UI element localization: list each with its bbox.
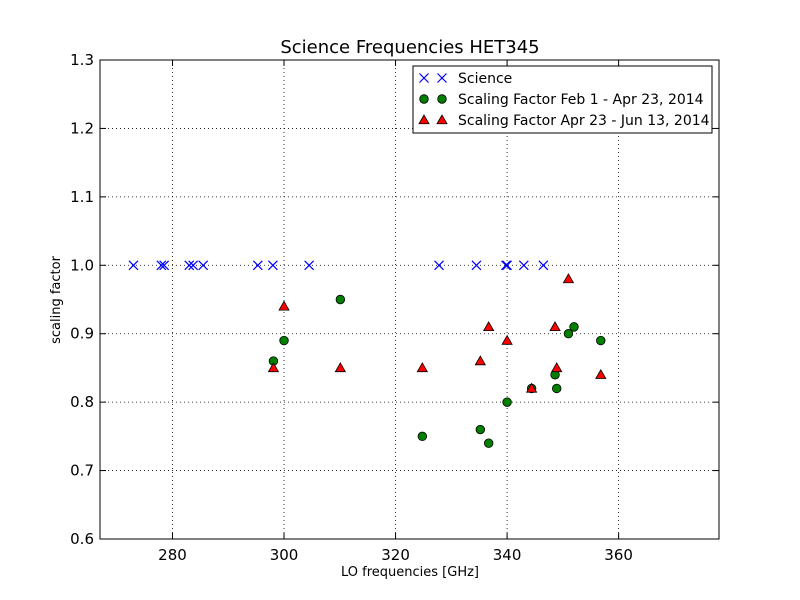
science-point <box>184 260 195 271</box>
apr-jun-point <box>549 321 561 332</box>
feb-apr-point <box>569 322 579 332</box>
legend-entry: Scaling Factor Apr 23 - Jun 13, 2014 <box>418 113 710 129</box>
science-point <box>267 260 278 271</box>
apr-jun-point <box>501 334 513 345</box>
apr-jun-point <box>474 355 487 366</box>
legend-marker <box>436 114 448 125</box>
science-point <box>501 260 511 271</box>
science-point <box>471 260 482 271</box>
science-point <box>252 260 263 271</box>
legend-entry: Scaling Factor Feb 1 - Apr 23, 2014 <box>419 92 704 108</box>
y-tick-label: 0.7 <box>70 462 94 480</box>
apr-jun-point <box>267 362 280 373</box>
science-point <box>128 260 139 271</box>
x-tick-label: 340 <box>493 546 522 564</box>
y-tick-label: 1.2 <box>70 119 94 137</box>
apr-jun-point <box>525 382 538 393</box>
y-tick-label: 0.8 <box>70 393 94 411</box>
data-layer <box>128 260 607 448</box>
legend-entry: Science <box>419 71 512 87</box>
science-point <box>156 260 167 271</box>
feb-apr-point <box>475 424 486 435</box>
x-tick-label: 300 <box>270 546 299 564</box>
plot-frame <box>99 59 720 540</box>
y-axis-label: scaling factor <box>49 255 64 343</box>
axis-ticks: 280 300 320 340 360 0.6 0.7 0.8 0.9 1.0 1.1 1.2 1.3 <box>70 51 719 564</box>
apr-jun-point <box>551 362 563 373</box>
legend-box <box>412 65 713 134</box>
science-point <box>502 260 513 271</box>
legend-marker <box>418 114 430 125</box>
x-tick-label: 360 <box>604 546 633 564</box>
legend-marker <box>437 94 447 104</box>
legend-label: Scaling Factor Feb 1 - Apr 23, 2014 <box>458 92 704 108</box>
y-tick-label: 0.9 <box>70 325 94 343</box>
y-tick-label: 1.3 <box>70 51 94 69</box>
legend-label: Scaling Factor Apr 23 - Jun 13, 2014 <box>458 113 710 129</box>
feb-apr-point <box>483 438 494 448</box>
science-point <box>159 260 170 271</box>
science-point <box>518 260 529 271</box>
y-tick-label: 1.0 <box>70 256 94 274</box>
legend-marker <box>419 94 429 104</box>
y-tick-label: 0.6 <box>70 530 94 548</box>
science-point <box>198 260 209 271</box>
apr-jun-point <box>334 362 347 373</box>
legend-marker <box>419 73 429 83</box>
science-point <box>304 260 315 271</box>
feb-apr-point <box>279 335 289 346</box>
chart-title: Science Frequencies HET345 <box>280 37 539 58</box>
science-point <box>434 260 444 271</box>
science-point <box>538 260 549 271</box>
x-axis-label: LO frequencies [GHz] <box>341 565 479 580</box>
apr-jun-point <box>562 273 575 284</box>
legend-marker <box>437 73 447 83</box>
apr-jun-point <box>595 368 607 379</box>
y-tick-label: 1.1 <box>70 188 94 206</box>
x-tick-label: 320 <box>381 546 410 564</box>
feb-apr-point <box>596 335 606 346</box>
apr-jun-point <box>416 362 429 373</box>
apr-jun-point <box>278 300 290 311</box>
apr-jun-point <box>482 321 495 332</box>
x-tick-label: 280 <box>158 546 187 564</box>
feb-apr-point <box>552 383 562 394</box>
feb-apr-point <box>335 294 346 305</box>
feb-apr-point <box>417 431 428 442</box>
legend-label: Science <box>458 71 512 87</box>
feb-apr-point <box>563 329 574 339</box>
feb-apr-point <box>502 397 512 407</box>
legend: Science Scaling Factor Feb 1 - Apr 23, 20… <box>412 65 713 134</box>
science-point <box>188 260 199 271</box>
